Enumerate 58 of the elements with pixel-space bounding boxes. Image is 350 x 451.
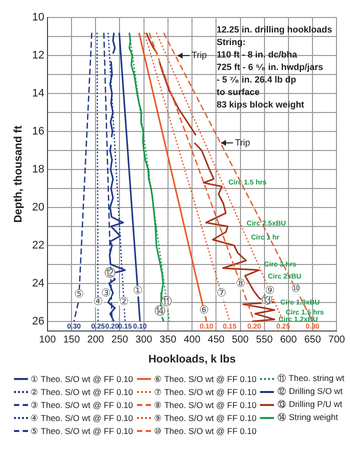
annotation: String:	[216, 37, 246, 48]
annotation: ②	[118, 295, 129, 308]
annotation: ⑤	[74, 288, 84, 301]
legend-label: ⑪ Theo. string wt	[277, 372, 344, 384]
y-tick-label: 16	[32, 126, 44, 138]
x-tick-label: 450	[208, 334, 225, 346]
annotation: ⑦	[216, 286, 227, 300]
y-tick-label: 26	[32, 315, 44, 328]
legend-label: ⑫ Drilling S/O wt	[277, 386, 343, 398]
x-tick-label: 500	[232, 334, 250, 346]
annotation: Trip	[192, 50, 207, 60]
x-tick-label: 350	[160, 334, 177, 346]
annotation: 83 kips block weight	[216, 100, 304, 110]
legend-label: ③ Theo. S/O wt @ FF 0.10	[30, 400, 134, 410]
y-tick-label: 10	[32, 12, 44, 24]
annotation: ①	[132, 284, 143, 297]
annotation: ⑥	[199, 304, 210, 317]
y-tick-label: 22	[32, 239, 44, 252]
y-tick-label: 12	[32, 50, 44, 62]
y-tick-label: 24	[32, 277, 44, 290]
x-tick-label: 650	[304, 334, 322, 346]
x-tick-label: 100	[39, 334, 56, 346]
annotation: 110 ft - 8 in. dc/bha	[216, 50, 298, 60]
x-tick-label: 600	[280, 334, 298, 346]
legend-label: ⑤ Theo. S/O wt @ FF 0.10	[30, 426, 134, 436]
legend-label: ⑧ Theo. S/O wt @ FF 0.10	[154, 400, 256, 410]
legend-label: ⑬ Drilling P/U wt	[277, 398, 342, 410]
annotation: ④	[93, 295, 104, 308]
annotation: Trip	[234, 137, 250, 148]
annotation: ⑧	[236, 277, 246, 290]
annotation: - 5 ⁷⁄₈ in. 26.4 lb dp	[216, 74, 297, 85]
annotation: ③	[101, 286, 112, 300]
annotation: ⑭	[154, 304, 166, 318]
legend-label: ⑦ Theo. S/O wt @ FF 0.10	[154, 386, 256, 396]
legend-label: ② Theo. S/O wt @ FF 0.10	[30, 386, 134, 396]
y-tick-label: 14	[32, 88, 44, 100]
legend-label: ⑥ Theo. S/O wt @ FF 0.10	[154, 374, 256, 384]
x-tick-label: 150	[63, 334, 80, 346]
legend-label: ⑭ String weight	[277, 412, 338, 424]
x-axis-title: Hookloads, k lbs	[148, 353, 236, 366]
legend-label: ① Theo. S/O wt @ FF 0.10	[30, 374, 134, 384]
legend-label: ④ Theo. S/O wt @ FF 0.10	[30, 412, 134, 422]
x-tick-label: 200	[87, 334, 104, 346]
x-tick-label: 250	[111, 334, 129, 346]
legend-label: ⑩ Theo. S/O wt @ FF 0.10	[154, 426, 256, 436]
annotation: ⑫	[104, 266, 116, 280]
annotation: 725 ft - 6 ⁵⁄₈ in. hwdp/jars	[216, 62, 324, 72]
x-tick-label: 400	[184, 334, 201, 346]
y-tick-label: 18	[32, 163, 44, 176]
x-tick-label: 300	[136, 334, 153, 346]
annotation: 12.25 in. drilling hookloads	[216, 24, 332, 35]
x-tick-label: 550	[256, 334, 274, 346]
y-axis-title: Depth, thousand ft	[12, 125, 25, 223]
annotation: ⑩	[290, 282, 301, 295]
annotation: to surface	[216, 87, 260, 98]
x-tick-label: 700	[328, 334, 346, 346]
legend-label: ⑨ Theo. S/O wt @ FF 0.10	[154, 412, 256, 422]
y-tick-label: 20	[32, 201, 44, 214]
